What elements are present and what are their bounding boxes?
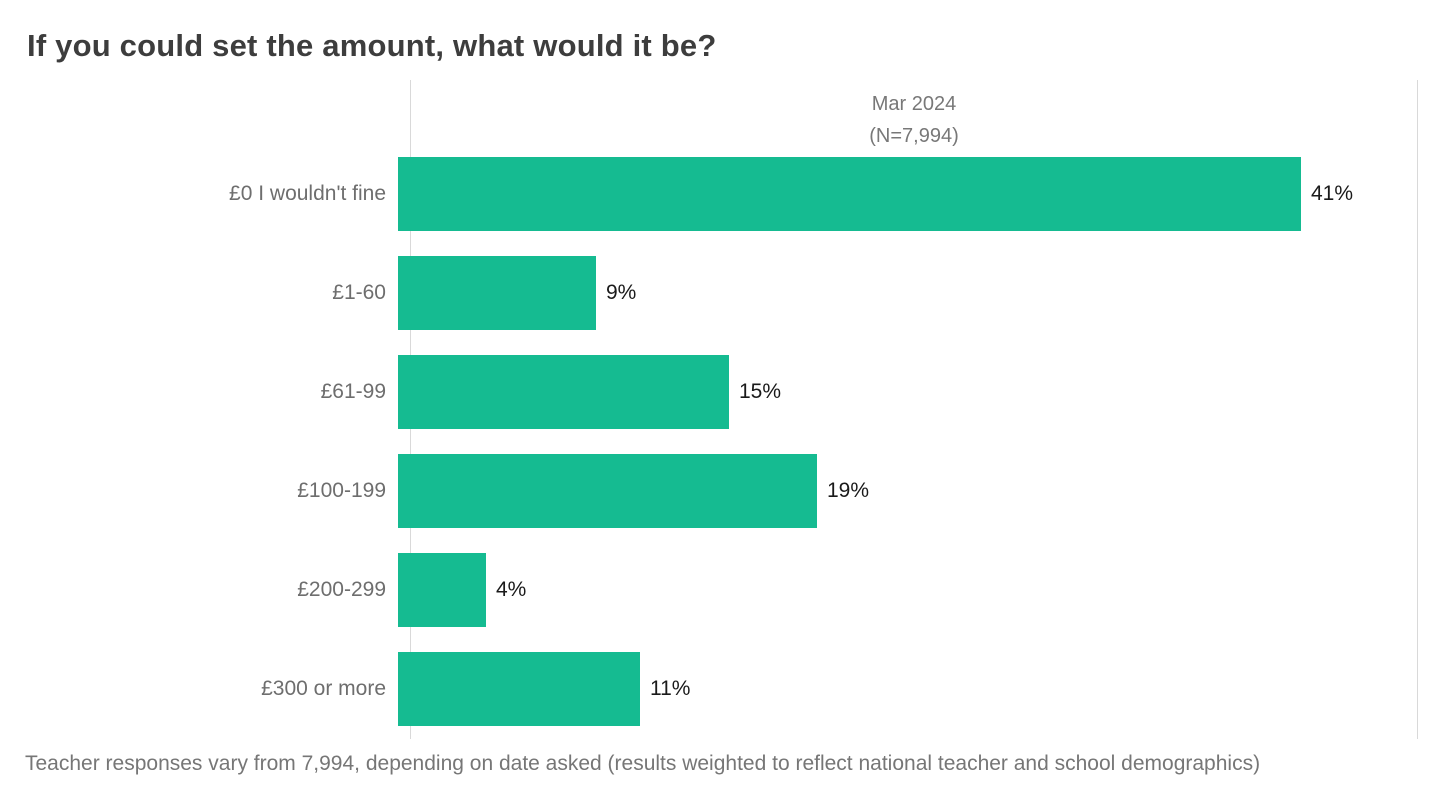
category-label: £300 or more xyxy=(261,676,386,700)
bar xyxy=(398,255,596,330)
category-label: £0 I wouldn't fine xyxy=(229,181,386,205)
category-label: £100-199 xyxy=(297,478,386,502)
bar xyxy=(398,156,1301,231)
column-header-period: Mar 2024 xyxy=(871,93,957,115)
bar xyxy=(398,552,486,627)
plot-right-border-line xyxy=(1417,80,1418,739)
chart-row: £1-60 9% xyxy=(0,243,1418,342)
bar-zone: 4% xyxy=(398,552,1418,627)
bar xyxy=(398,453,817,528)
chart-footnote: Teacher responses vary from 7,994, depen… xyxy=(25,752,1261,775)
bar xyxy=(398,354,729,429)
chart-title: If you could set the amount, what would … xyxy=(27,28,717,63)
chart-row: £61-99 15% xyxy=(0,342,1418,441)
bar xyxy=(398,651,640,726)
bar-zone: 15% xyxy=(398,354,1418,429)
chart-row: £100-199 19% xyxy=(0,441,1418,540)
value-label: 11% xyxy=(650,676,691,700)
chart-row: £200-299 4% xyxy=(0,540,1418,639)
chart-row: £0 I wouldn't fine 41% xyxy=(0,144,1418,243)
category-label: £1-60 xyxy=(332,280,386,304)
bar-zone: 19% xyxy=(398,453,1418,528)
value-label: 4% xyxy=(496,577,527,601)
bar-zone: 9% xyxy=(398,255,1418,330)
value-label: 9% xyxy=(606,280,637,304)
value-label: 15% xyxy=(739,379,782,403)
bar-zone: 41% xyxy=(398,156,1418,231)
chart-row: £300 or more 11% xyxy=(0,639,1418,738)
chart-plot-area: Mar 2024 (N=7,994) £0 I wouldn't fine 41… xyxy=(0,80,1418,739)
value-label: 41% xyxy=(1311,181,1354,205)
column-header: Mar 2024 (N=7,994) xyxy=(410,88,1418,152)
value-label: 19% xyxy=(827,478,870,502)
category-label: £61-99 xyxy=(320,379,386,403)
bar-zone: 11% xyxy=(398,651,1418,726)
bar-rows: £0 I wouldn't fine 41% £1-60 9% £61-99 1… xyxy=(0,144,1418,738)
column-header-sample-size: (N=7,994) xyxy=(869,125,959,147)
category-label: £200-299 xyxy=(297,577,386,601)
